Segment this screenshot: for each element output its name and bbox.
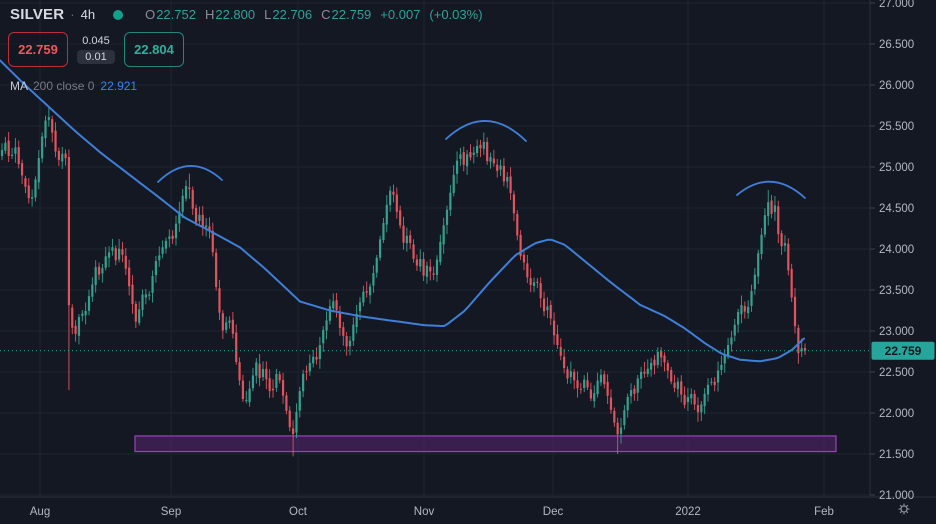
last-price-label [871, 341, 935, 360]
time-axis[interactable]: Aug Sep Oct Nov Dec 2022 Feb [30, 506, 834, 518]
close-value: 22.759 [331, 7, 372, 22]
time-tick-label: Sep [161, 506, 181, 518]
price-tick-label: 26.000 [879, 80, 914, 92]
spread-column: 0.045 0.01 [75, 35, 117, 64]
price-tick-label: 22.000 [879, 408, 914, 420]
arc-drawing-3[interactable] [736, 180, 806, 199]
price-tick-label: 21.500 [879, 449, 914, 461]
support-zone-drawing[interactable] [134, 435, 837, 453]
time-tick-label: Aug [30, 506, 50, 518]
sell-button[interactable]: 22.759 [8, 32, 68, 67]
price-tick-label: 25.000 [879, 162, 914, 174]
change-value: +0.007 [380, 7, 421, 22]
price-tick-label: 24.500 [879, 203, 914, 215]
price-tick-label: 25.500 [879, 121, 914, 133]
open-label: O [145, 7, 156, 22]
symbol-name[interactable]: SILVER [10, 6, 65, 23]
ma-indicator-legend[interactable]: MA 200 close 0 22.921 [10, 79, 137, 93]
ma-value: 22.921 [100, 79, 138, 93]
time-tick-label: Nov [414, 506, 435, 518]
high-label: H [204, 7, 215, 22]
buy-price: 22.804 [134, 42, 174, 57]
spread-pill: 0.01 [77, 50, 115, 64]
open-value: 22.752 [156, 7, 196, 22]
low-value: 22.706 [272, 7, 313, 22]
price-tick-label: 23.500 [879, 285, 914, 297]
symbol-header: SILVER · 4h O 22.752 H 22.800 L 22.706 C 22.… [10, 6, 483, 23]
header-separator: · [70, 7, 75, 22]
close-label: C [321, 7, 331, 22]
ohlc-readout: O 22.752 H 22.800 L 22.706 C 22.759 +0.007 (… [145, 7, 482, 22]
time-tick-label: Feb [814, 506, 834, 518]
ma-params: 200 close 0 [33, 79, 95, 93]
price-axis[interactable]: 21.000 21.500 22.000 22.500 23.000 23.500 24.0… [870, 0, 935, 502]
spread-value: 0.045 [82, 35, 110, 47]
grid-lines [0, 0, 870, 497]
market-status-dot-icon [113, 9, 124, 20]
change-percent: (+0.03%) [429, 7, 483, 22]
price-tick-label: 27.000 [879, 0, 914, 10]
last-price-text: 22.759 [885, 344, 922, 358]
high-value: 22.800 [215, 7, 256, 22]
price-tick-label: 26.500 [879, 39, 914, 51]
price-tick-label: 24.000 [879, 244, 914, 256]
ma-name: MA [10, 79, 28, 93]
time-tick-label: Dec [543, 506, 564, 518]
arc-drawing-2[interactable] [445, 120, 527, 142]
buy-button[interactable]: 22.804 [124, 32, 184, 67]
sell-price: 22.759 [18, 42, 58, 57]
candlestick-series[interactable] [0, 106, 807, 457]
order-widget: 22.759 0.045 0.01 22.804 [8, 32, 184, 67]
ma-200-line[interactable] [0, 59, 805, 363]
interval-selector[interactable]: 4h [80, 7, 96, 22]
arc-drawing-1[interactable] [157, 165, 223, 183]
time-tick-label: 2022 [675, 506, 701, 518]
price-tick-label: 22.500 [879, 367, 914, 379]
price-tick-label: 21.000 [879, 490, 914, 502]
time-tick-label: Oct [289, 506, 308, 518]
axis-settings-gear-icon[interactable] [898, 503, 910, 515]
low-label: L [264, 7, 272, 22]
price-tick-label: 23.000 [879, 326, 914, 338]
